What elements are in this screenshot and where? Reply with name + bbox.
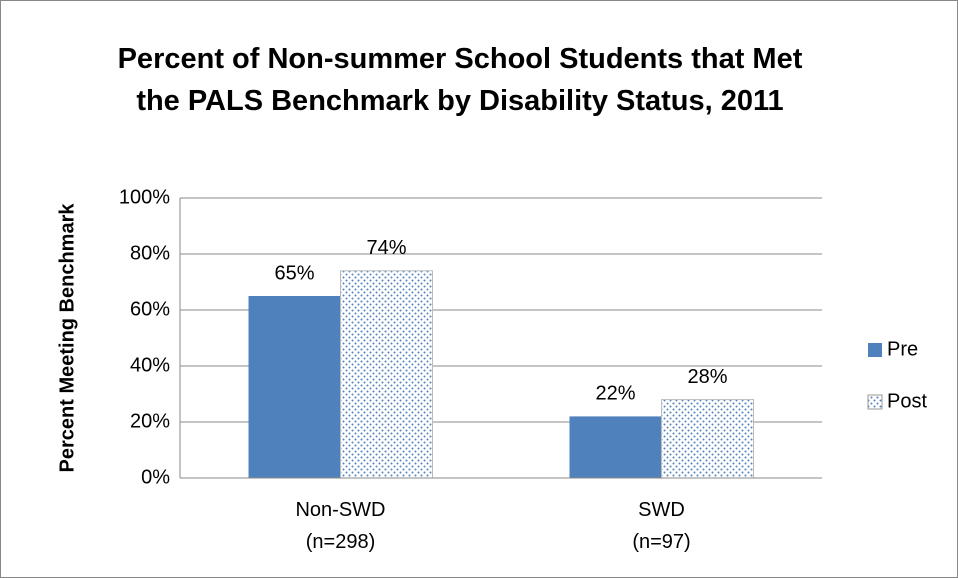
y-tick-label: 20% bbox=[130, 410, 170, 432]
legend-swatch bbox=[867, 394, 883, 410]
data-label: 74% bbox=[366, 237, 406, 259]
y-tick-label: 40% bbox=[130, 354, 170, 376]
y-tick-label: 100% bbox=[119, 186, 170, 208]
chart-title: Percent of Non-summer School Students th… bbox=[117, 43, 803, 117]
legend-label: Pre bbox=[887, 338, 918, 360]
data-label: 28% bbox=[687, 366, 727, 388]
legend-label: Post bbox=[887, 390, 927, 412]
x-tick-label: Non-SWD (n=298) bbox=[295, 499, 386, 553]
bar bbox=[569, 416, 662, 478]
x-tick-label: SWD (n=97) bbox=[632, 499, 691, 553]
bar bbox=[340, 270, 433, 479]
legend-swatch bbox=[868, 343, 882, 357]
data-label: 65% bbox=[274, 262, 314, 284]
y-tick-label: 80% bbox=[130, 242, 170, 264]
bar bbox=[661, 399, 754, 479]
y-axis-label: Percent Meeting Benchmark bbox=[56, 203, 78, 473]
data-label: 22% bbox=[595, 383, 635, 405]
y-tick-label: 60% bbox=[130, 298, 170, 320]
y-tick-label: 0% bbox=[141, 466, 170, 488]
bar bbox=[248, 296, 341, 478]
